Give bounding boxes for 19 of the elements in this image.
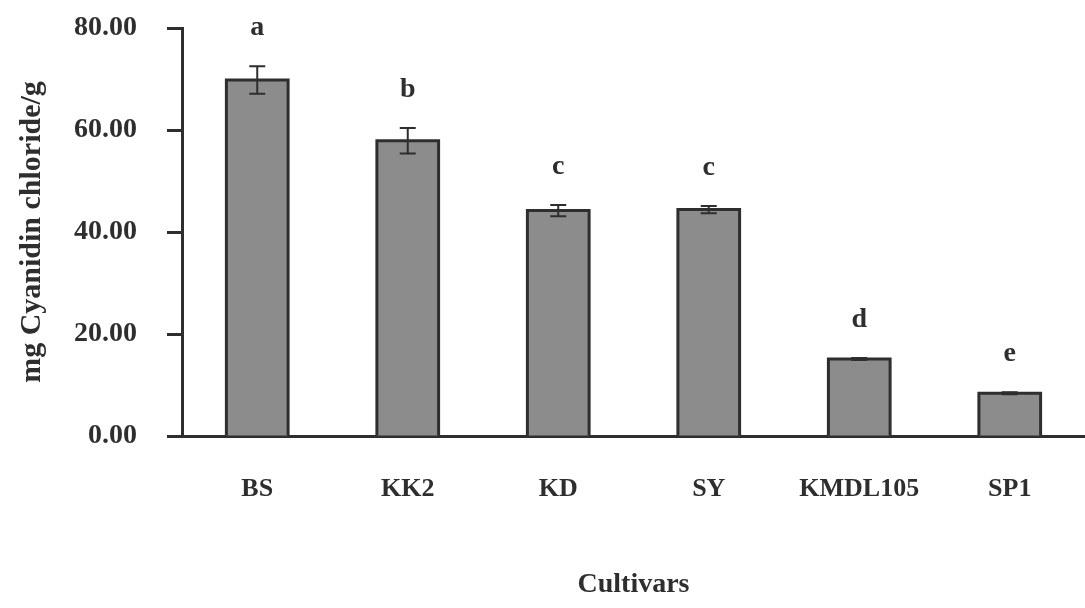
x-tick-label: SP1 — [988, 473, 1032, 503]
y-axis-title: mg Cyanidin chloride/g — [12, 81, 46, 383]
data-label: d — [851, 302, 868, 334]
data-label: b — [399, 72, 416, 104]
x-tick-label: SY — [692, 473, 726, 503]
x-tick-label: KMDL105 — [799, 473, 920, 503]
data-label: e — [1003, 336, 1016, 368]
y-tick-label: 80.00 — [74, 10, 137, 42]
data-label: c — [702, 150, 715, 182]
x-tick-label: KD — [538, 473, 578, 503]
x-tick-label: BS — [241, 473, 274, 503]
x-axis-title: Cultivars — [577, 567, 690, 599]
data-label: a — [250, 10, 265, 42]
data-label: c — [552, 149, 565, 181]
y-tick-label: 0.00 — [88, 418, 137, 450]
y-tick-label: 20.00 — [74, 316, 137, 348]
y-tick-label: 40.00 — [74, 214, 137, 246]
y-tick-label: 60.00 — [74, 112, 137, 144]
x-tick-label: KK2 — [381, 473, 435, 503]
